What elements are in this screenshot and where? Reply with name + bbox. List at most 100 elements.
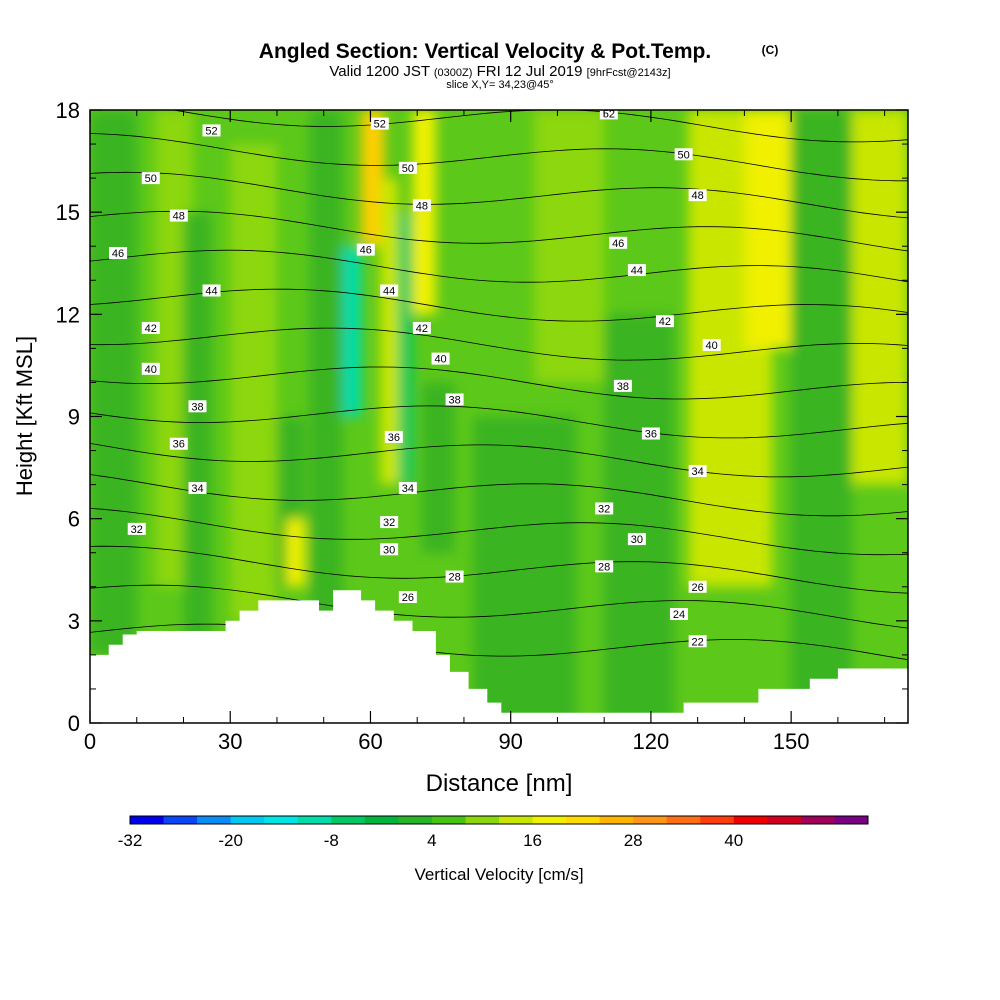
theta-label: 50 bbox=[398, 161, 417, 175]
velocity-area-3 bbox=[230, 144, 277, 621]
colorbar-swatch bbox=[700, 816, 735, 824]
x-axis-label: Distance [nm] bbox=[426, 770, 573, 797]
colorbar-swatch bbox=[465, 816, 500, 824]
theta-label-bg bbox=[380, 543, 399, 556]
colorbar-swatch bbox=[264, 816, 299, 824]
theta-label-bg bbox=[141, 321, 160, 334]
theta-label-bg bbox=[595, 502, 614, 515]
theta-label: 52 bbox=[370, 117, 389, 131]
theta-label-bg bbox=[380, 284, 399, 297]
theta-label: 22 bbox=[688, 635, 707, 648]
theta-label: 36 bbox=[384, 430, 403, 444]
chart-subtitle: Valid 1200 JST (0300Z) FRI 12 Jul 2019 [… bbox=[329, 63, 670, 80]
theta-label-text: 32 bbox=[383, 517, 395, 529]
velocity-area-5 bbox=[286, 518, 306, 587]
theta-label-text: 46 bbox=[112, 248, 124, 260]
subtitle-forecast: [9hrFcst@2143z] bbox=[587, 67, 671, 79]
theta-label-text: 46 bbox=[612, 238, 624, 250]
theta-line-50 bbox=[171, 110, 908, 143]
colorbar-swatch bbox=[666, 816, 701, 824]
theta-label: 46 bbox=[356, 243, 375, 257]
colorbar-swatch bbox=[767, 816, 802, 824]
slice-label: slice X,Y= 34,23@45° bbox=[446, 79, 554, 91]
theta-label: 48 bbox=[688, 189, 707, 202]
theta-line-44 bbox=[90, 210, 908, 252]
theta-line-28 bbox=[90, 508, 908, 556]
theta-label: 50 bbox=[141, 172, 160, 185]
theta-label-text: 48 bbox=[416, 200, 428, 212]
theta-label-bg bbox=[688, 464, 707, 477]
colorbar-tick-label: 28 bbox=[624, 831, 643, 850]
colorbar-swatch bbox=[197, 816, 232, 824]
colorbar-swatch bbox=[130, 816, 165, 824]
theta-label: 32 bbox=[127, 522, 146, 536]
velocity-area-15 bbox=[604, 314, 675, 723]
x-tick-label: 120 bbox=[633, 729, 670, 754]
theta-label: 32 bbox=[595, 502, 614, 515]
theta-label-bg bbox=[599, 110, 618, 120]
velocity-area-2 bbox=[183, 212, 212, 655]
theta-label-text: 36 bbox=[388, 432, 400, 444]
theta-label-bg bbox=[202, 124, 221, 137]
theta-line-24 bbox=[90, 584, 908, 629]
velocity-area-13 bbox=[473, 416, 577, 723]
colorbar-tick-label: -20 bbox=[218, 831, 243, 850]
theta-label-text: 40 bbox=[145, 364, 157, 376]
theta-label-text: 34 bbox=[402, 483, 414, 495]
theta-label: 32 bbox=[380, 516, 399, 529]
y-tick-label: 9 bbox=[68, 405, 80, 430]
theta-line-30 bbox=[90, 474, 908, 517]
theta-label-text: 44 bbox=[631, 265, 643, 277]
theta-label-bg bbox=[384, 430, 403, 443]
theta-label: 50 bbox=[674, 148, 693, 161]
theta-label-text: 42 bbox=[145, 323, 157, 335]
theta-label-text: 46 bbox=[360, 245, 372, 257]
theta-label: 46 bbox=[109, 247, 128, 260]
theta-label-bg bbox=[702, 338, 721, 351]
velocity-area-14 bbox=[534, 110, 605, 383]
x-axis: 0 30 60 90 120 150 bbox=[84, 110, 886, 754]
theta-label-text: 52 bbox=[374, 119, 386, 131]
theta-label: 26 bbox=[688, 580, 707, 594]
colorbar-swatch bbox=[230, 816, 265, 824]
colorbar-swatch bbox=[599, 816, 634, 824]
colorbar bbox=[129, 815, 869, 825]
colorbar-swatch bbox=[733, 816, 768, 824]
theta-label-bg bbox=[398, 590, 417, 603]
theta-label-bg bbox=[109, 247, 128, 260]
theta-label: 44 bbox=[202, 284, 221, 297]
theta-label: 30 bbox=[380, 543, 399, 556]
theta-label-text: 28 bbox=[598, 561, 610, 573]
theta-label-text: 38 bbox=[617, 381, 629, 393]
colorbar-swatch bbox=[633, 816, 668, 824]
velocity-area-7 bbox=[342, 246, 362, 417]
theta-label-text: 40 bbox=[434, 354, 446, 366]
theta-line-34 bbox=[90, 405, 908, 439]
theta-label: 38 bbox=[188, 400, 207, 413]
theta-label: 48 bbox=[169, 209, 188, 223]
colorbar-swatch bbox=[431, 816, 466, 824]
theta-label-bg bbox=[188, 482, 207, 495]
theta-label-text: 26 bbox=[402, 592, 414, 604]
colorbar-tick-label: 40 bbox=[724, 831, 743, 850]
y-tick-label: 3 bbox=[68, 609, 80, 634]
theta-label: 38 bbox=[613, 379, 632, 393]
theta-label-bg bbox=[141, 172, 160, 185]
theta-label-bg bbox=[169, 437, 188, 450]
theta-label: 40 bbox=[702, 338, 721, 352]
theta-label-text: 44 bbox=[205, 285, 217, 297]
theta-label-bg bbox=[595, 560, 614, 573]
theta-label-bg bbox=[412, 321, 431, 334]
colorbar-tick-label: 4 bbox=[427, 831, 436, 850]
theta-line-40 bbox=[90, 288, 908, 322]
theta-label-bg bbox=[202, 284, 221, 297]
colorbar-tick-label: 16 bbox=[523, 831, 542, 850]
theta-contours bbox=[90, 110, 908, 661]
theta-line-26 bbox=[90, 545, 908, 594]
theta-label: 24 bbox=[669, 608, 688, 621]
theta-label: 52 bbox=[599, 110, 618, 120]
y-tick-label: 12 bbox=[56, 302, 80, 327]
theta-label-bg bbox=[613, 379, 632, 392]
